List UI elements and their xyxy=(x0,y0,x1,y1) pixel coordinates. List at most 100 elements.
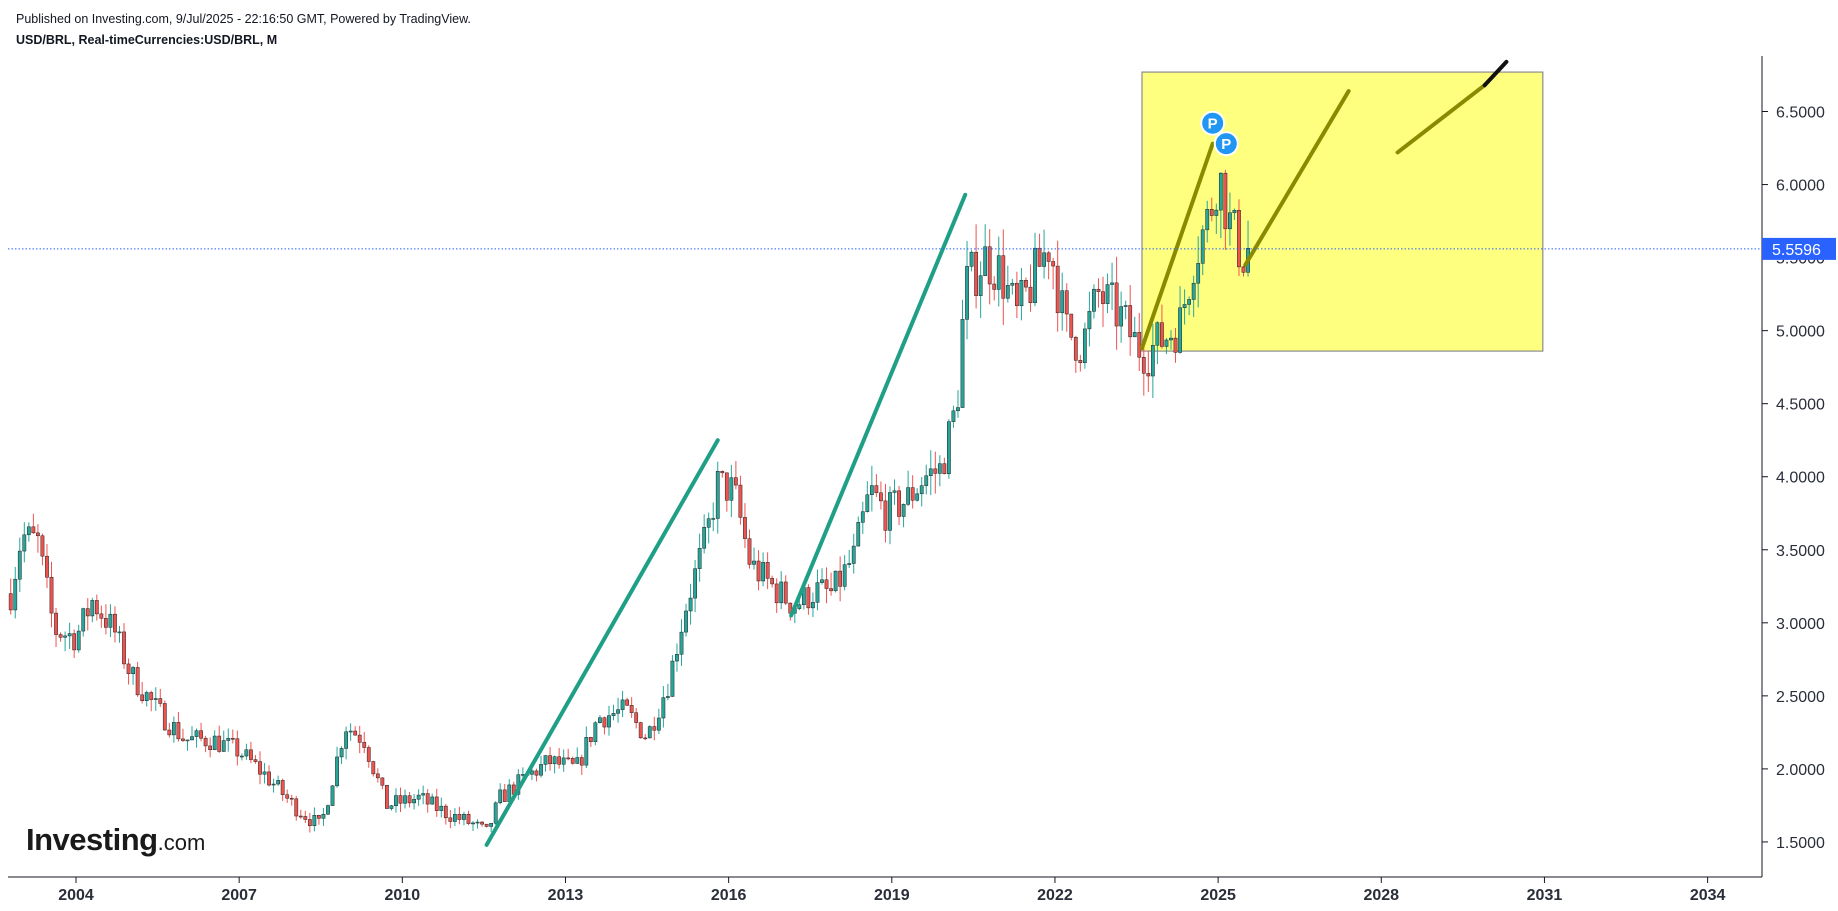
candle xyxy=(1082,322,1087,369)
candle xyxy=(661,686,666,728)
candle xyxy=(1160,304,1164,349)
candle xyxy=(339,746,344,765)
pivot-circle xyxy=(1213,131,1239,157)
candle-body xyxy=(765,562,770,579)
candle xyxy=(706,512,711,544)
candle xyxy=(1110,262,1114,310)
pivot-label: P xyxy=(1208,116,1218,133)
candle-body xyxy=(149,692,154,700)
candle-body xyxy=(752,560,756,565)
candle xyxy=(1200,225,1205,276)
candle xyxy=(475,819,480,829)
candle xyxy=(888,486,892,545)
y-tick-label: 3.5000 xyxy=(1776,543,1825,560)
candle-body xyxy=(806,587,811,609)
candle xyxy=(385,784,389,809)
candle-body xyxy=(1037,247,1042,267)
candle xyxy=(158,688,163,707)
candle xyxy=(557,747,562,769)
candle-body xyxy=(634,712,639,723)
candle xyxy=(992,276,997,301)
candle xyxy=(820,568,824,585)
candle xyxy=(579,754,584,775)
candle-body xyxy=(153,698,158,700)
candle xyxy=(203,735,208,753)
candle-body xyxy=(892,490,897,493)
candle-body xyxy=(693,568,697,599)
candle xyxy=(40,533,45,566)
candle xyxy=(1178,286,1182,354)
logo-main-text: Investing xyxy=(26,822,158,857)
candle xyxy=(1055,240,1060,332)
candle-body xyxy=(190,736,194,741)
candle-body xyxy=(344,731,348,749)
candle xyxy=(783,575,788,606)
candle xyxy=(244,743,249,760)
candle xyxy=(362,732,367,754)
candle xyxy=(22,522,27,563)
candle xyxy=(1119,291,1124,343)
candle-body xyxy=(1187,299,1191,305)
candle xyxy=(666,683,670,701)
candle xyxy=(480,821,484,827)
candle-body xyxy=(502,789,507,802)
candle-body xyxy=(339,748,344,758)
candle-body xyxy=(1191,282,1196,300)
candle-body xyxy=(992,283,997,290)
investing-logo: Investing.com xyxy=(26,822,205,858)
candle-body xyxy=(570,758,575,764)
candle xyxy=(779,571,784,610)
candle-body xyxy=(135,667,140,696)
candle xyxy=(104,604,108,635)
candle xyxy=(176,711,181,742)
candle-body xyxy=(1001,255,1006,299)
candle-body xyxy=(303,816,308,820)
candle xyxy=(280,778,285,801)
candle xyxy=(752,547,756,570)
candle xyxy=(466,810,471,826)
candle xyxy=(842,555,847,591)
candle xyxy=(860,501,865,534)
candle-body xyxy=(598,717,602,724)
candle-body xyxy=(666,696,670,698)
candle xyxy=(570,756,575,765)
candle-body xyxy=(679,631,684,655)
candle-body xyxy=(1028,286,1033,303)
candle xyxy=(670,655,675,697)
candle-body xyxy=(421,793,426,796)
candle xyxy=(951,405,956,428)
trend-line-5 xyxy=(1395,83,1487,155)
last-price-label: 5.5596 xyxy=(1762,237,1836,260)
candle xyxy=(1073,335,1078,373)
candle-body xyxy=(22,534,27,552)
candle-body xyxy=(194,730,199,737)
candle-body xyxy=(811,602,815,609)
candle xyxy=(190,726,194,741)
candle xyxy=(76,624,81,653)
candle xyxy=(607,705,611,736)
candle-body xyxy=(434,796,439,811)
candle xyxy=(167,722,172,738)
x-tick-label: 2019 xyxy=(874,887,910,904)
candle xyxy=(249,741,253,764)
candle-body xyxy=(484,823,489,827)
candle-body xyxy=(1182,304,1187,309)
candle-body xyxy=(1178,307,1182,353)
candle-body xyxy=(416,794,421,800)
x-tick-label: 2004 xyxy=(58,887,94,904)
candle xyxy=(8,578,13,615)
candle-body xyxy=(933,468,938,474)
candle-body xyxy=(797,604,802,609)
candle xyxy=(942,457,947,475)
candle-body xyxy=(366,747,371,762)
candle-body xyxy=(1141,356,1146,374)
candle-body xyxy=(203,737,208,747)
candle-body xyxy=(1218,172,1223,211)
candle xyxy=(153,687,158,711)
candle-body xyxy=(1160,322,1164,347)
candle-body xyxy=(353,730,358,736)
candle xyxy=(806,584,811,615)
candle-body xyxy=(1200,229,1205,264)
candle-body xyxy=(734,477,738,486)
